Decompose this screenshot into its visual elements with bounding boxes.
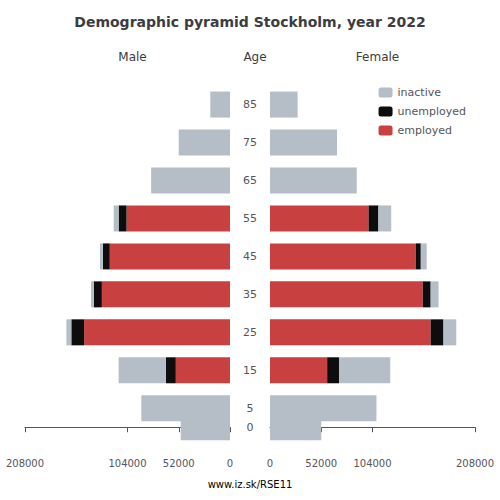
- svg-text:52000: 52000: [305, 458, 337, 469]
- svg-text:0: 0: [247, 421, 254, 434]
- svg-text:employed: employed: [398, 124, 453, 137]
- svg-text:104000: 104000: [108, 458, 146, 469]
- svg-text:Male: Male: [118, 50, 146, 64]
- svg-text:45: 45: [243, 250, 257, 263]
- svg-text:inactive: inactive: [398, 86, 442, 99]
- svg-text:Age: Age: [243, 50, 266, 64]
- svg-text:www.iz.sk/RSE11: www.iz.sk/RSE11: [208, 479, 293, 490]
- svg-text:25: 25: [243, 326, 257, 339]
- svg-text:85: 85: [243, 98, 257, 111]
- svg-text:0: 0: [227, 458, 233, 469]
- svg-text:5: 5: [247, 402, 254, 415]
- svg-text:75: 75: [243, 136, 257, 149]
- svg-text:0: 0: [267, 458, 273, 469]
- svg-text:208000: 208000: [6, 458, 44, 469]
- svg-text:unemployed: unemployed: [398, 105, 466, 118]
- svg-text:104000: 104000: [353, 458, 391, 469]
- svg-text:55: 55: [243, 212, 257, 225]
- svg-text:15: 15: [243, 364, 257, 377]
- svg-text:Demographic pyramid Stockholm,: Demographic pyramid Stockholm, year 2022: [74, 14, 425, 30]
- svg-text:65: 65: [243, 174, 257, 187]
- svg-text:35: 35: [243, 288, 257, 301]
- svg-text:Female: Female: [356, 50, 399, 64]
- svg-text:208000: 208000: [456, 458, 494, 469]
- svg-text:52000: 52000: [163, 458, 195, 469]
